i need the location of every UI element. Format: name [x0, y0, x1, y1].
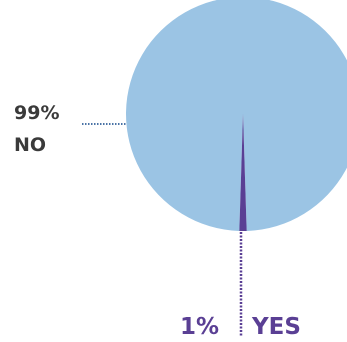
slices-layer — [126, 0, 347, 232]
yes-value-label: 1% — [180, 314, 219, 340]
no-value-label: 99% — [14, 102, 59, 124]
no-category-label: NO — [14, 134, 46, 156]
labels-layer: 99% NO 1% YES — [14, 102, 301, 340]
pie-slice-yes — [239, 114, 247, 232]
connectors-layer — [82, 123, 243, 336]
yes-category-label: YES — [251, 314, 301, 340]
pie-slice-no — [126, 0, 347, 231]
